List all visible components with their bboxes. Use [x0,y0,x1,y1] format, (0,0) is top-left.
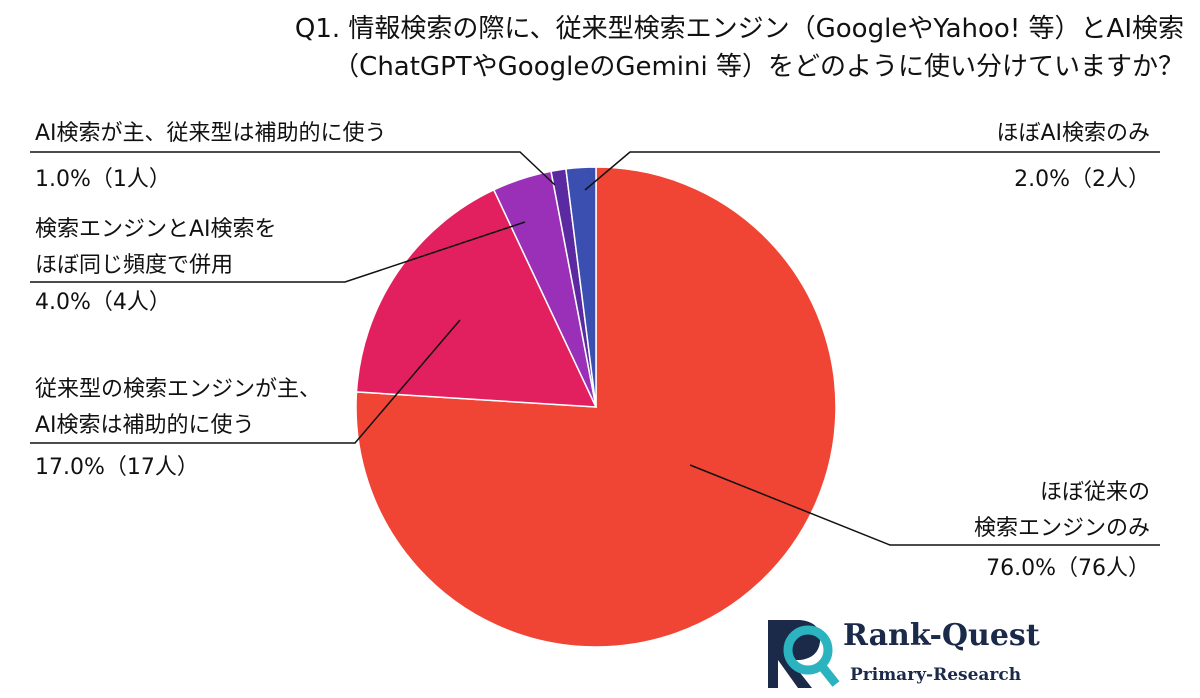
pie-slice [355,188,598,408]
value-label: 2.0%（2人） [1014,167,1150,192]
leader-line [30,319,461,444]
leader-line [30,221,526,283]
slice-label: 検索エンジンとAI検索を ほぼ同じ頻度で併用 [35,217,277,278]
logo-name: Rank-Quest [843,618,1040,653]
value-label: 76.0%（76人） [986,556,1150,581]
chart-title: Q1. 情報検索の際に、従来型検索エンジン（GoogleやYahoo! 等）とA… [294,14,1184,82]
pie-slice [565,166,597,408]
leader-line [30,151,556,186]
leader-line [689,464,1160,546]
value-label: 1.0%（1人） [35,167,171,192]
pie-slice [355,166,837,648]
slice-label: AI検索が主、従来型は補助的に使う [35,121,387,146]
logo-icon [768,620,840,688]
leader-line [584,151,1160,191]
slice-label: 従来型の検索エンジンが主、 AI検索は補助的に使う [35,377,322,438]
slice-label: ほぼ従来の 検索エンジンのみ [973,480,1150,541]
slice-label: ほぼAI検索のみ [996,121,1150,146]
value-label: 4.0%（4人） [35,290,171,315]
value-label: 17.0%（17人） [35,455,199,480]
logo-subtitle: Primary-Research [850,665,1021,685]
